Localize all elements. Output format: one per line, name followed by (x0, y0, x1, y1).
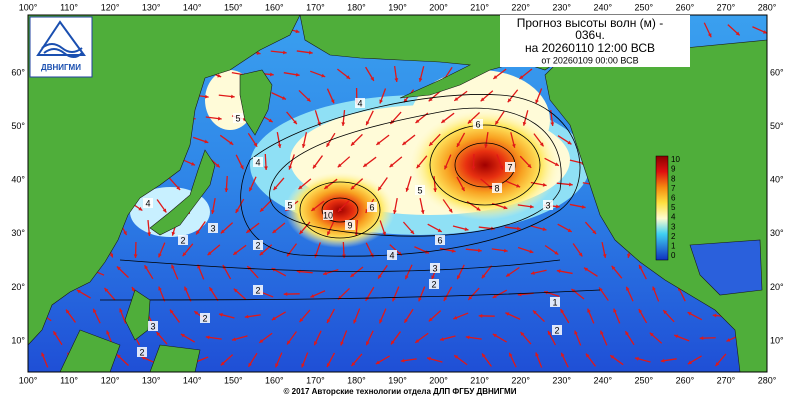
contour-label: 5 (235, 113, 240, 123)
contour-label: 4 (389, 250, 394, 260)
colorbar-label: 1 (671, 242, 676, 251)
lat-label: 40° (770, 175, 784, 185)
lon-label: 180° (347, 2, 366, 12)
lon-label: 150° (224, 2, 243, 12)
lon-label: 160° (265, 375, 284, 385)
contour-label: 6 (369, 202, 374, 212)
lon-label: 260° (676, 2, 695, 12)
lon-label: 260° (676, 375, 695, 385)
lon-label: 200° (429, 375, 448, 385)
contour-label: 4 (145, 198, 150, 208)
contour-label: 6 (437, 235, 442, 245)
colorbar (656, 156, 668, 260)
contour-label: 6 (475, 119, 480, 129)
lon-label: 130° (142, 2, 161, 12)
lat-label: 20° (11, 282, 25, 292)
lon-label: 190° (388, 375, 407, 385)
lon-label: 240° (593, 375, 612, 385)
colorbar-label: 8 (671, 174, 676, 183)
lon-label: 110° (60, 2, 78, 12)
contour-label: 3 (210, 223, 215, 233)
lon-label: 250° (635, 375, 654, 385)
contour-label: 3 (432, 263, 437, 273)
lon-label: 210° (470, 375, 489, 385)
lon-label: 150° (224, 375, 243, 385)
contour-label: 7 (507, 162, 512, 172)
colorbar-label: 6 (671, 194, 676, 203)
contour-label: 2 (554, 325, 559, 335)
colorbar-label: 3 (671, 222, 676, 231)
lon-label: 130° (142, 375, 161, 385)
lon-label: 140° (183, 2, 202, 12)
contour-label: 5 (417, 185, 422, 195)
contour-label: 2 (202, 313, 207, 323)
title-line: от 20260109 00:00 ВСВ (541, 55, 638, 65)
lon-label: 200° (429, 2, 448, 12)
colorbar-label: 4 (671, 213, 676, 222)
lon-label: 230° (552, 375, 571, 385)
lat-label: 30° (770, 228, 784, 238)
contour-label: 3 (545, 200, 550, 210)
lon-label: 280° (758, 375, 777, 385)
lon-label: 110° (60, 375, 78, 385)
lon-label: 190° (388, 2, 407, 12)
contour-label: 9 (347, 220, 352, 230)
contour-label: 5 (287, 200, 292, 210)
lat-label: 50° (770, 121, 784, 131)
lon-label: 160° (265, 2, 284, 12)
contour-label: 8 (494, 183, 499, 193)
lon-label: 170° (306, 2, 325, 12)
colorbar-label: 0 (671, 251, 676, 260)
title-line: на 20260110 12:00 ВСВ (525, 41, 655, 55)
lat-label: 10° (770, 335, 784, 345)
lon-label: 140° (183, 375, 202, 385)
contour-label: 10 (323, 210, 333, 220)
lat-label: 10° (11, 335, 25, 345)
colorbar-label: 2 (671, 232, 676, 241)
lon-label: 220° (511, 375, 530, 385)
lon-label: 270° (717, 2, 736, 12)
lon-label: 280° (758, 2, 777, 12)
lon-label: 120° (101, 2, 120, 12)
logo-text: ДВНИГМИ (41, 63, 81, 72)
contour-label: 4 (255, 157, 260, 167)
wave-zone (410, 110, 560, 220)
contour-label: 2 (139, 347, 144, 357)
lon-label: 240° (593, 2, 612, 12)
title-line: 036ч. (575, 28, 605, 42)
lon-label: 250° (635, 2, 654, 12)
lon-label: 170° (306, 375, 325, 385)
lat-label: 60° (11, 67, 25, 77)
lon-label: 210° (470, 2, 489, 12)
contour-label: 4 (357, 98, 362, 108)
lat-label: 20° (770, 282, 784, 292)
contour-label: 2 (431, 279, 436, 289)
lon-label: 270° (717, 375, 736, 385)
contour-label: 3 (150, 321, 155, 331)
colorbar-label: 9 (671, 165, 676, 174)
lon-label: 120° (101, 375, 120, 385)
contour-label: 2 (255, 285, 260, 295)
contour-label: 2 (255, 240, 260, 250)
contour-label: 2 (180, 235, 185, 245)
lon-label: 100° (19, 375, 38, 385)
lon-label: 100° (19, 2, 38, 12)
lat-label: 50° (11, 121, 25, 131)
contour-label: 1 (552, 297, 557, 307)
lon-label: 180° (347, 375, 366, 385)
footer: © 2017 Авторские технологии отдела ДЛП Ф… (284, 387, 517, 396)
lon-label: 220° (511, 2, 530, 12)
colorbar-label: 5 (671, 203, 676, 212)
lon-label: 230° (552, 2, 571, 12)
title-box: Прогноз высоты волн (м) - 036ч. на 20260… (500, 15, 690, 67)
lat-label: 60° (770, 67, 784, 77)
logo: ДВНИГМИ (30, 17, 92, 77)
colorbar-label: 7 (671, 184, 676, 193)
lat-label: 30° (11, 228, 25, 238)
colorbar-label: 10 (671, 155, 680, 164)
lat-label: 40° (11, 175, 25, 185)
